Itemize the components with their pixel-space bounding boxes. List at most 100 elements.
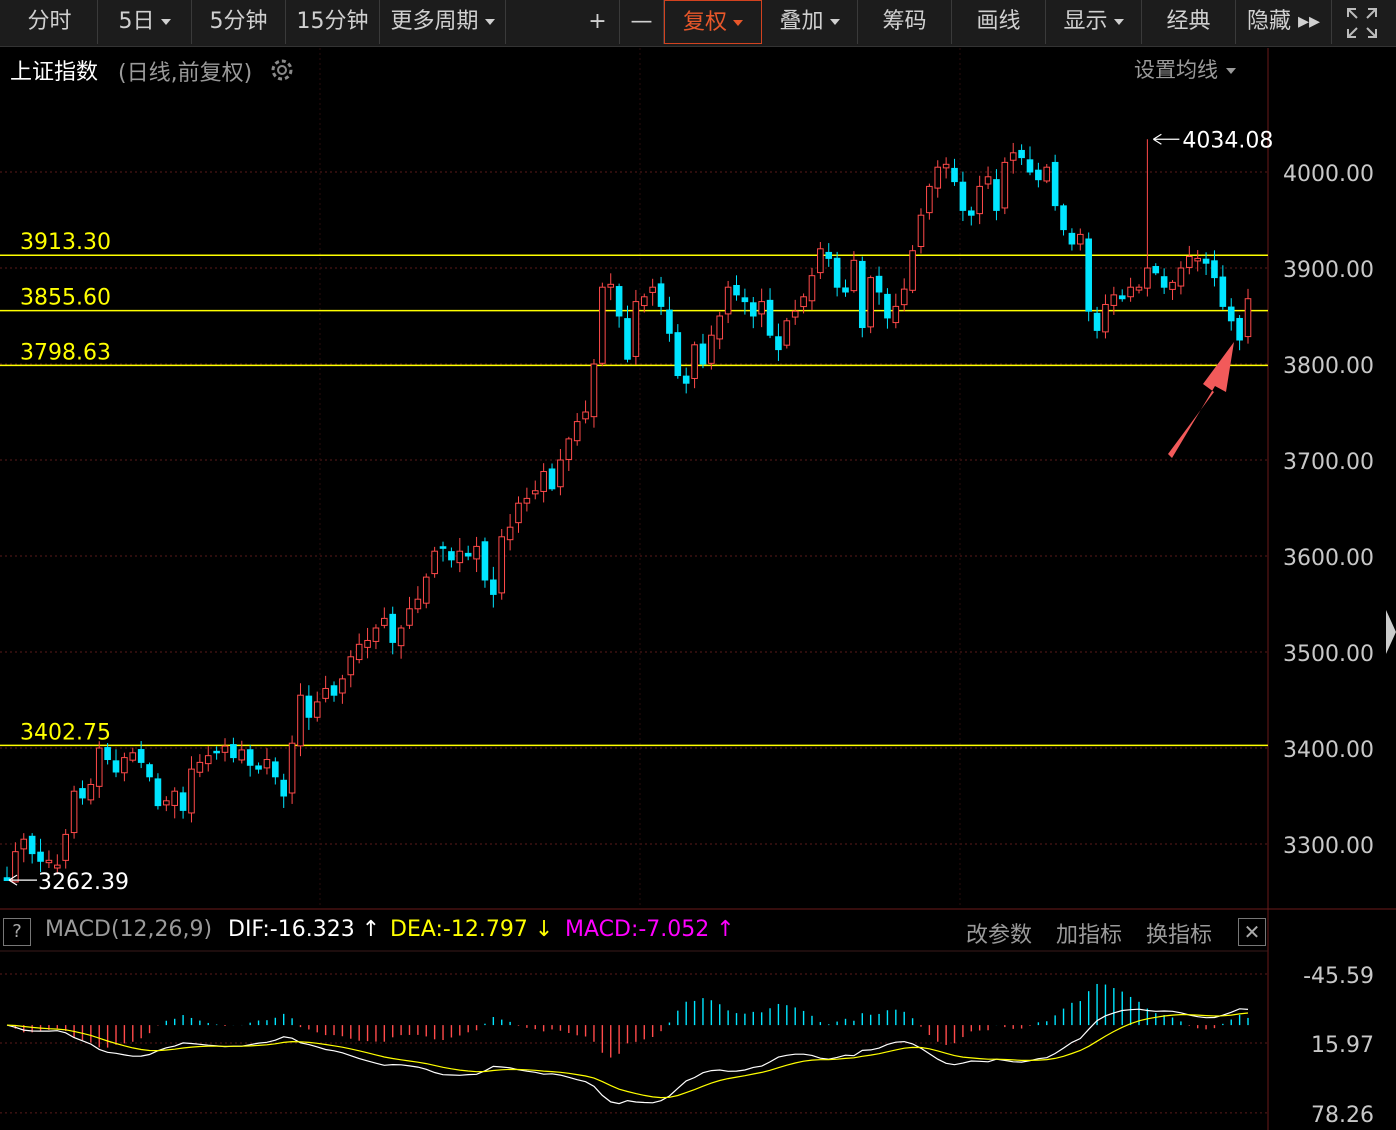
y-tick-label: 3300.00	[1283, 834, 1374, 859]
toolbar-item-label: 5分钟	[209, 9, 268, 34]
add-indicator-button[interactable]: 加指标	[1056, 923, 1123, 948]
expand-panel-arrow-icon[interactable]	[1386, 610, 1396, 654]
candle-body	[733, 285, 740, 296]
candle-body	[3, 877, 11, 881]
ma-settings-button[interactable]: 设置均线	[1134, 54, 1236, 84]
toolbar-item-0[interactable]: 分时	[2, 0, 98, 44]
candle-body	[28, 835, 36, 855]
candle-body	[121, 757, 128, 774]
candle-body	[179, 792, 187, 811]
candle-body	[599, 286, 606, 364]
candle-body	[1227, 306, 1235, 322]
candle-body	[624, 318, 631, 360]
candle-body	[280, 779, 288, 797]
y-tick-label: 3900.00	[1283, 258, 1374, 283]
macd-y-tick-label: 78.26	[1311, 1103, 1374, 1128]
help-button[interactable]: ?	[3, 918, 31, 946]
toolbar-item-13[interactable]: 隐藏 ▸▸	[1236, 0, 1332, 44]
toolbar-item-10[interactable]: 画线	[952, 0, 1046, 44]
toolbar-item-3[interactable]: 15分钟	[286, 0, 380, 44]
candle-body	[607, 283, 615, 288]
gear-icon[interactable]	[268, 56, 296, 84]
switch-indicator-button[interactable]: 换指标	[1146, 923, 1213, 948]
candle-body	[842, 287, 849, 293]
candle-body	[791, 310, 799, 318]
candle-body	[1144, 267, 1151, 289]
candle-body	[255, 765, 262, 770]
y-tick-label: 3500.00	[1283, 642, 1374, 667]
candle-body	[456, 550, 464, 564]
chart-subtitle: (日线,前复权)	[118, 61, 253, 86]
candle-body	[1186, 255, 1193, 268]
candle-body	[976, 185, 983, 215]
candle-body	[984, 176, 992, 185]
candle-body	[858, 260, 866, 329]
candle-body	[548, 468, 556, 490]
toolbar-item-2[interactable]: 5分钟	[192, 0, 286, 44]
candle-body	[1085, 238, 1092, 312]
candle-body	[12, 851, 19, 883]
close-icon[interactable]: ✕	[1238, 918, 1266, 946]
candle-body	[422, 576, 430, 604]
candle-body	[473, 545, 480, 560]
toolbar-item-7[interactable]: 复权	[664, 0, 762, 44]
candle-body	[95, 747, 103, 787]
candle-body	[1219, 276, 1227, 307]
toolbar-item-9[interactable]: 筹码	[858, 0, 952, 44]
candle-body	[54, 864, 61, 869]
candle-body	[313, 701, 321, 718]
candle-body	[330, 685, 338, 696]
candle-body	[1110, 294, 1118, 306]
candle-body	[1068, 232, 1076, 245]
candle-body	[20, 838, 28, 850]
y-tick-label: 3800.00	[1283, 354, 1374, 379]
candle-body	[766, 299, 774, 336]
toolbar-item-4[interactable]: 更多周期	[380, 0, 506, 44]
candle-body	[305, 695, 313, 718]
dif-value: DIF:-16.323 ↑	[228, 917, 381, 942]
y-tick-label: 3600.00	[1283, 546, 1374, 571]
toolbar-item-12[interactable]: 经典	[1142, 0, 1236, 44]
candle-body	[951, 167, 958, 183]
candle-body	[246, 749, 254, 766]
candle-body	[1102, 303, 1109, 333]
candle-body	[917, 214, 925, 248]
macd-value: MACD:-7.052 ↑	[565, 917, 735, 942]
chevron-down-icon	[1226, 68, 1236, 74]
candle-body	[397, 627, 405, 647]
candle-body	[355, 643, 363, 661]
candle-body	[926, 185, 933, 214]
candle-body	[263, 759, 271, 769]
candle-body	[79, 788, 86, 799]
candle-body	[70, 790, 78, 834]
candle-body	[741, 297, 749, 303]
expand-icon[interactable]	[1342, 3, 1382, 43]
candle-body	[464, 552, 472, 557]
toolbar-item-1[interactable]: 5日	[98, 0, 192, 44]
candle-body	[364, 639, 371, 648]
candle-body	[171, 790, 179, 806]
change-params-button[interactable]: 改参数	[966, 923, 1033, 948]
reference-line-label: 3855.60	[20, 286, 111, 311]
toolbar-item-label: 显示	[1063, 9, 1108, 34]
candle-body	[632, 301, 640, 357]
candle-body	[1244, 298, 1252, 338]
toolbar: 分时 5日 5分钟 15分钟 更多周期 + — 复权 叠加 筹码 画线 显示 经典 隐藏 ▸▸	[0, 0, 1396, 47]
toolbar-item-6[interactable]: —	[620, 0, 664, 44]
candle-body	[959, 181, 967, 211]
candle-body	[515, 502, 522, 524]
candle-body	[154, 778, 162, 807]
toolbar-item-8[interactable]: 叠加	[762, 0, 858, 44]
macd-y-tick-label: 15.97	[1311, 1033, 1374, 1058]
toolbar-item-11[interactable]: 显示	[1046, 0, 1142, 44]
candle-body	[406, 608, 413, 626]
reference-line-label: 3798.63	[20, 340, 111, 365]
chevron-down-icon	[484, 19, 495, 25]
candle-body	[825, 251, 833, 259]
candle-body	[1076, 233, 1084, 245]
candle-body	[682, 375, 690, 384]
candle-body	[674, 332, 682, 377]
toolbar-item-5[interactable]: +	[576, 0, 620, 44]
candle-body	[431, 550, 438, 575]
